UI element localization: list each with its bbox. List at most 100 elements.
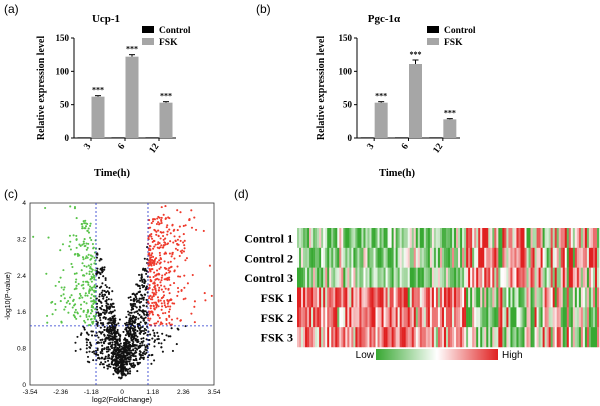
heatmap-cell bbox=[512, 267, 515, 288]
heatmap-cell bbox=[427, 307, 431, 328]
heatmap-cell bbox=[435, 287, 439, 308]
heatmap-cell bbox=[588, 267, 592, 288]
heatmap-cell bbox=[470, 267, 473, 288]
point-up bbox=[179, 319, 182, 322]
point-down bbox=[67, 311, 70, 314]
heatmap-cell bbox=[534, 228, 537, 249]
heatmap-cell bbox=[319, 307, 322, 328]
heatmap-cell bbox=[454, 267, 457, 288]
point-up bbox=[153, 271, 156, 274]
point-not-significant bbox=[131, 307, 134, 310]
point-not-significant bbox=[126, 351, 129, 354]
heatmap-cell bbox=[496, 247, 499, 268]
heatmap-cell bbox=[377, 287, 380, 308]
heatmap-cell bbox=[552, 327, 555, 348]
heatmap-cell bbox=[560, 247, 564, 268]
heatmap-cell bbox=[427, 228, 431, 249]
x-tick-label: 1.18 bbox=[146, 389, 159, 396]
point-not-significant bbox=[141, 284, 144, 287]
point-up bbox=[170, 255, 173, 258]
point-up bbox=[147, 248, 151, 252]
bar-control bbox=[429, 137, 443, 138]
point-not-significant bbox=[125, 369, 128, 372]
heatmap-cell bbox=[508, 287, 511, 308]
scale-low-label: Low bbox=[356, 350, 375, 361]
point-up bbox=[172, 282, 176, 285]
heatmap-cell bbox=[349, 287, 352, 308]
heatmap-cell bbox=[353, 228, 356, 249]
heatmap-cell bbox=[393, 307, 396, 328]
point-down bbox=[70, 294, 73, 297]
point-not-significant bbox=[143, 269, 146, 272]
heatmap-cell bbox=[596, 307, 600, 328]
heatmap-cell bbox=[594, 267, 598, 288]
point-down bbox=[81, 262, 84, 265]
heatmap-cell bbox=[321, 228, 324, 249]
point-up bbox=[158, 259, 161, 262]
heatmap-cell bbox=[554, 228, 557, 249]
point-not-significant bbox=[110, 312, 113, 315]
point-not-significant bbox=[152, 329, 155, 332]
point-not-significant bbox=[95, 256, 99, 259]
x-tick-label: 0 bbox=[120, 389, 124, 396]
point-not-significant bbox=[138, 290, 141, 294]
point-up bbox=[167, 310, 171, 313]
heatmap-cell bbox=[303, 267, 306, 288]
point-not-significant bbox=[136, 370, 139, 373]
heatmap-cell bbox=[351, 327, 354, 348]
point-up bbox=[167, 287, 170, 290]
point-not-significant bbox=[101, 271, 104, 274]
heatmap-cell bbox=[321, 327, 324, 348]
x-tick-label: -3.54 bbox=[23, 389, 38, 396]
heatmap-cell bbox=[389, 287, 392, 308]
point-down bbox=[83, 264, 86, 267]
heatmap-cell bbox=[357, 228, 360, 249]
heatmap-cell bbox=[297, 228, 300, 249]
point-up bbox=[176, 248, 179, 252]
heatmap-cell bbox=[323, 307, 326, 328]
heatmap-cell bbox=[367, 247, 370, 268]
heatmap-cell bbox=[317, 267, 320, 288]
heatmap-cell bbox=[443, 228, 447, 249]
heatmap-cell bbox=[445, 327, 449, 348]
point-down bbox=[89, 222, 92, 225]
point-not-significant bbox=[139, 332, 142, 335]
point-not-significant bbox=[98, 293, 101, 296]
heatmap-cell bbox=[568, 267, 572, 288]
point-up bbox=[177, 275, 180, 278]
heatmap-cell bbox=[568, 327, 572, 348]
point-not-significant bbox=[116, 354, 119, 357]
point-up bbox=[176, 209, 179, 212]
point-up bbox=[157, 273, 160, 276]
heatmap-cell bbox=[590, 327, 594, 348]
legend-control-label: Control bbox=[159, 26, 191, 36]
heatmap-cell bbox=[520, 307, 523, 328]
heatmap-cell bbox=[466, 287, 469, 308]
heatmap-cell bbox=[313, 327, 316, 348]
heatmap-cell bbox=[466, 228, 469, 249]
point-down bbox=[65, 301, 68, 304]
point-down bbox=[82, 280, 85, 283]
point-up bbox=[153, 259, 156, 262]
point-down bbox=[85, 242, 88, 245]
point-up bbox=[163, 299, 166, 303]
point-not-significant bbox=[114, 361, 117, 364]
point-up bbox=[156, 296, 160, 299]
heatmap-cell bbox=[339, 287, 342, 308]
point-not-significant bbox=[134, 321, 137, 324]
point-up bbox=[162, 235, 165, 238]
heatmap-cell bbox=[548, 327, 551, 348]
heatmap-cell bbox=[538, 247, 541, 268]
heatmap-cell bbox=[574, 247, 578, 268]
point-not-significant bbox=[145, 351, 148, 354]
bar-fsk bbox=[374, 102, 388, 138]
heatmap-cell bbox=[450, 287, 453, 308]
heatmap-cell bbox=[562, 267, 566, 288]
heatmap-cell bbox=[546, 267, 549, 288]
heatmap-cell bbox=[345, 228, 348, 249]
heatmap-cell bbox=[385, 307, 388, 328]
point-up bbox=[148, 319, 151, 322]
point-not-significant bbox=[114, 326, 117, 329]
heatmap-cell bbox=[490, 267, 493, 288]
heatmap-cell bbox=[560, 327, 564, 348]
